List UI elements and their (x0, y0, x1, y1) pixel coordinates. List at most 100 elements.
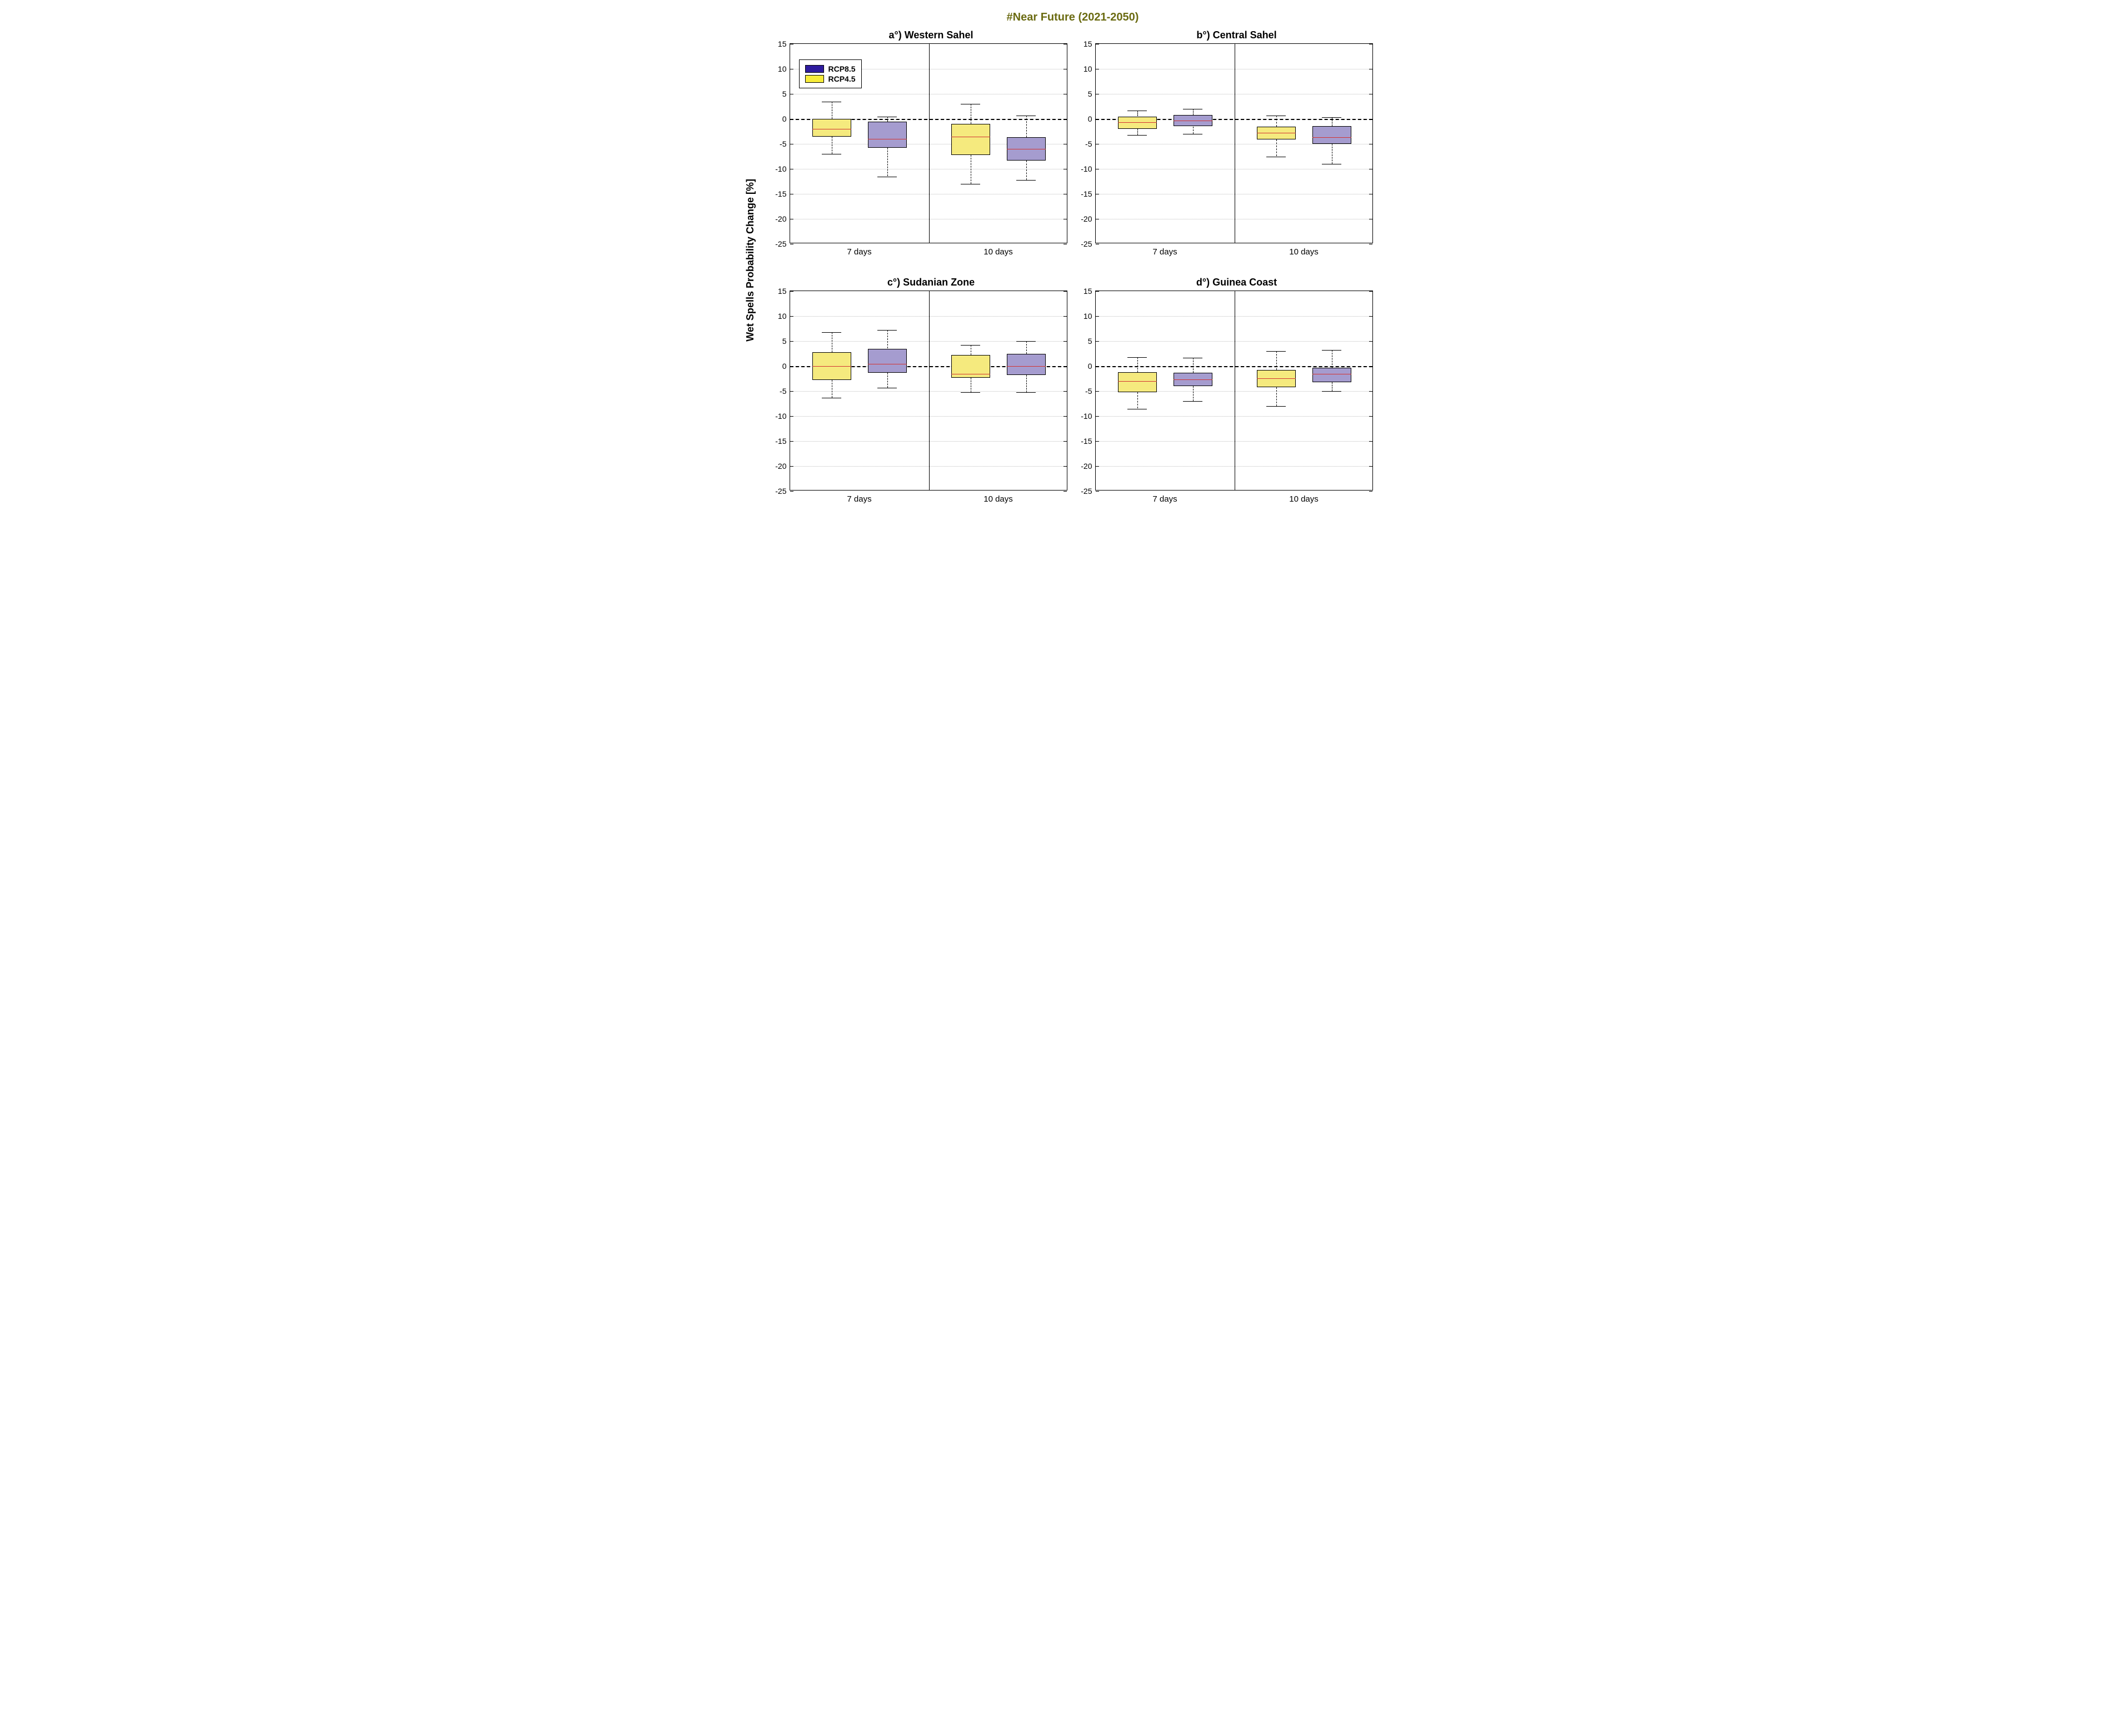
ytick-label: 10 (1084, 64, 1092, 73)
ytick-label: -20 (775, 462, 786, 471)
xcat-label: 7 days (1152, 494, 1177, 504)
whisker-cap (1266, 406, 1286, 407)
whisker-cap (1127, 135, 1147, 136)
ytick-label: -10 (775, 164, 786, 173)
whisker-cap (1016, 341, 1036, 342)
grid-line (1096, 466, 1372, 467)
legend: RCP8.5RCP4.5 (799, 59, 862, 88)
whisker (887, 117, 888, 122)
whisker (1193, 109, 1194, 115)
median-line (1118, 122, 1157, 123)
median-line (1174, 379, 1212, 380)
grid-line (790, 316, 1067, 317)
grid-line (1096, 316, 1372, 317)
ytick-label: -20 (1081, 214, 1092, 223)
whisker (887, 148, 888, 176)
legend-item: RCP4.5 (805, 74, 856, 83)
whisker (1276, 139, 1277, 157)
whisker-cap (1322, 391, 1341, 392)
whisker-cap (1322, 350, 1341, 351)
legend-label: RCP8.5 (828, 64, 856, 73)
box-rcp85 (1007, 354, 1046, 376)
ytick-label: -20 (1081, 462, 1092, 471)
ytick-label: 15 (778, 287, 787, 296)
ytick-label: -25 (1081, 487, 1092, 496)
ytick-label: -5 (1085, 139, 1092, 148)
box-rcp45 (951, 124, 990, 155)
whisker (1137, 392, 1138, 409)
box-rcp45 (812, 119, 851, 137)
plot-area: -25-20-15-10-50510157 days10 days (790, 291, 1067, 491)
main-title: #Near Future (2021-2050) (734, 11, 1379, 24)
panel-title: c°) Sudanian Zone (790, 277, 1073, 288)
ytick-label: 0 (782, 114, 787, 123)
ytick-label: -15 (775, 189, 786, 198)
grid-line (1096, 441, 1372, 442)
whisker (1137, 129, 1138, 135)
panel-a: a°) Western Sahel-25-20-15-10-50510157 d… (790, 29, 1073, 243)
panel-d: d°) Guinea Coast-25-20-15-10-50510157 da… (1095, 277, 1379, 491)
whisker (1193, 386, 1194, 401)
legend-swatch (805, 75, 824, 83)
y-axis-label: Wet Spells Probability Change [%] (745, 179, 756, 342)
whisker (887, 373, 888, 388)
grid-line (790, 416, 1067, 417)
box-rcp45 (1118, 372, 1157, 392)
panel-title: b°) Central Sahel (1095, 29, 1379, 41)
box-rcp85 (1312, 126, 1351, 144)
grid-line (1096, 341, 1372, 342)
ytick-label: -5 (780, 139, 786, 148)
ytick-label: 5 (782, 89, 787, 98)
whisker (1137, 357, 1138, 372)
ytick-label: 0 (782, 362, 787, 371)
whisker-cap (1016, 180, 1036, 181)
ytick-label: -10 (1081, 412, 1092, 421)
xcat-label: 10 days (983, 494, 1013, 504)
ytick-label: 15 (778, 39, 787, 48)
whisker-cap (877, 330, 897, 331)
ytick-label: -10 (1081, 164, 1092, 173)
ytick-label: 5 (1088, 89, 1092, 98)
whisker-cap (822, 332, 841, 333)
xcat-label: 7 days (847, 247, 871, 257)
ytick-label: -15 (1081, 189, 1092, 198)
ytick-label: 10 (1084, 312, 1092, 321)
whisker (1276, 351, 1277, 370)
ytick-label: -5 (780, 387, 786, 396)
whisker (1026, 116, 1027, 138)
whisker (1026, 161, 1027, 180)
whisker-cap (961, 345, 980, 346)
ytick-label: 15 (1084, 287, 1092, 296)
ytick-label: -25 (1081, 239, 1092, 248)
whisker-cap (1266, 351, 1286, 352)
ytick-label: -20 (775, 214, 786, 223)
whisker-cap (1183, 401, 1202, 402)
ytick-label: 0 (1088, 362, 1092, 371)
xcat-label: 10 days (1289, 494, 1319, 504)
ytick-label: 10 (778, 64, 787, 73)
legend-item: RCP8.5 (805, 64, 856, 73)
ytick-label: 5 (782, 337, 787, 346)
xcat-label: 7 days (847, 494, 871, 504)
whisker-cap (1016, 392, 1036, 393)
panel-title: d°) Guinea Coast (1095, 277, 1379, 288)
box-rcp85 (868, 122, 907, 148)
legend-label: RCP4.5 (828, 74, 856, 83)
grid-line (790, 466, 1067, 467)
box-rcp85 (868, 349, 907, 373)
median-line (1312, 137, 1351, 138)
xcat-label: 10 days (1289, 247, 1319, 257)
panel-b: b°) Central Sahel -25-20-15-10-50510157 d… (1095, 29, 1379, 243)
ytick-label: 5 (1088, 337, 1092, 346)
ytick-label: -25 (775, 487, 786, 496)
whisker-cap (1322, 117, 1341, 118)
ytick-label: -15 (1081, 437, 1092, 446)
group-divider (929, 291, 930, 490)
whisker (887, 330, 888, 348)
grid-line (790, 441, 1067, 442)
whisker (1193, 127, 1194, 134)
plot-area: -25-20-15-10-50510157 days10 days (1095, 43, 1373, 243)
ytick-label: 10 (778, 312, 787, 321)
panel-c: c°) Sudanian Zone -25-20-15-10-50510157 d… (790, 277, 1073, 491)
whisker (1193, 358, 1194, 373)
